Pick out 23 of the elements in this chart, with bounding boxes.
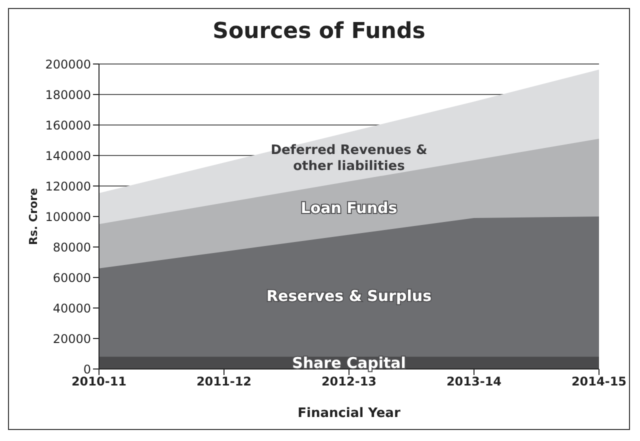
y-tick-label: 80000	[52, 240, 91, 254]
series-label: Loan Funds	[300, 199, 398, 218]
x-tick-label: 2013-14	[446, 374, 502, 389]
y-tick-label: 0	[83, 362, 91, 376]
y-tick-label: 60000	[52, 270, 91, 285]
y-tick-label: 200000	[45, 57, 91, 72]
y-tick-label: 100000	[45, 210, 91, 224]
y-tick-label: 140000	[45, 148, 91, 163]
y-tick-label: 180000	[45, 88, 91, 102]
y-tick-label: 40000	[52, 301, 91, 316]
x-tick-label: 2011-12	[196, 374, 252, 389]
series-label: Reserves & Surplus	[266, 286, 432, 305]
chart-title: Sources of Funds	[212, 19, 426, 44]
x-tick-label: 2010-11	[71, 374, 127, 389]
x-axis-title: Financial Year	[298, 406, 401, 421]
y-tick-label: 20000	[52, 332, 91, 346]
y-axis-title: Rs. Crore	[26, 188, 40, 245]
series-label: Deferred Revenues & other liabilities	[270, 143, 428, 174]
y-tick-label: 120000	[45, 179, 91, 194]
x-tick-label: 2014-15	[571, 374, 627, 389]
series-label: Share Capital	[292, 354, 406, 372]
x-tick-label: 2012-13	[321, 374, 377, 389]
y-tick-label: 160000	[45, 118, 91, 132]
